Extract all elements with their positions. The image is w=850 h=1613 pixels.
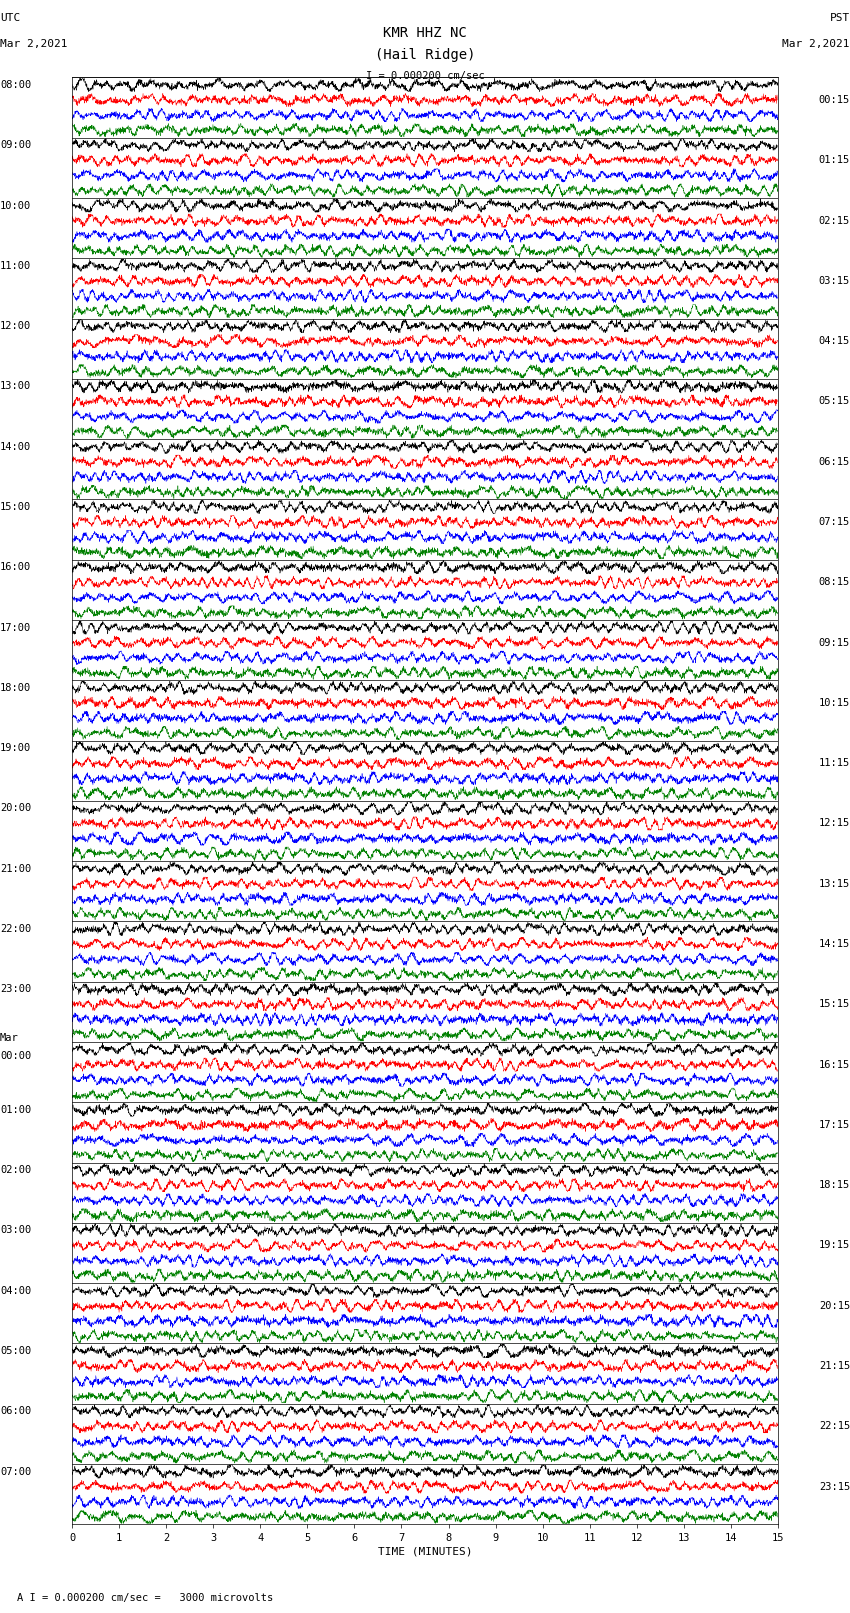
Text: 00:15: 00:15 <box>819 95 850 105</box>
Text: 11:15: 11:15 <box>819 758 850 768</box>
Text: 02:00: 02:00 <box>0 1165 31 1176</box>
Text: 10:00: 10:00 <box>0 200 31 211</box>
Text: 20:00: 20:00 <box>0 803 31 813</box>
Text: 10:15: 10:15 <box>819 698 850 708</box>
Text: 00:00: 00:00 <box>0 1052 31 1061</box>
Text: 06:15: 06:15 <box>819 456 850 466</box>
Text: 16:15: 16:15 <box>819 1060 850 1069</box>
Text: 16:00: 16:00 <box>0 563 31 573</box>
Text: Mar 2,2021: Mar 2,2021 <box>783 39 850 48</box>
Text: 19:15: 19:15 <box>819 1240 850 1250</box>
Text: 09:00: 09:00 <box>0 140 31 150</box>
Text: Mar 2,2021: Mar 2,2021 <box>0 39 67 48</box>
Text: 06:00: 06:00 <box>0 1407 31 1416</box>
Text: 18:15: 18:15 <box>819 1181 850 1190</box>
Text: PST: PST <box>830 13 850 23</box>
Text: 18:00: 18:00 <box>0 682 31 694</box>
X-axis label: TIME (MINUTES): TIME (MINUTES) <box>377 1547 473 1557</box>
Text: 15:00: 15:00 <box>0 502 31 511</box>
Text: 15:15: 15:15 <box>819 1000 850 1010</box>
Text: 07:00: 07:00 <box>0 1466 31 1476</box>
Text: 04:15: 04:15 <box>819 336 850 347</box>
Text: 22:15: 22:15 <box>819 1421 850 1431</box>
Text: 14:15: 14:15 <box>819 939 850 948</box>
Text: 05:00: 05:00 <box>0 1345 31 1357</box>
Text: 17:00: 17:00 <box>0 623 31 632</box>
Text: 11:00: 11:00 <box>0 261 31 271</box>
Text: A I = 0.000200 cm/sec =   3000 microvolts: A I = 0.000200 cm/sec = 3000 microvolts <box>17 1594 273 1603</box>
Text: 17:15: 17:15 <box>819 1119 850 1129</box>
Text: 03:15: 03:15 <box>819 276 850 286</box>
Text: 05:15: 05:15 <box>819 397 850 406</box>
Text: 04:00: 04:00 <box>0 1286 31 1295</box>
Text: KMR HHZ NC: KMR HHZ NC <box>383 26 467 40</box>
Text: 23:15: 23:15 <box>819 1482 850 1492</box>
Text: 09:15: 09:15 <box>819 637 850 647</box>
Text: 21:15: 21:15 <box>819 1361 850 1371</box>
Text: 12:00: 12:00 <box>0 321 31 331</box>
Text: 20:15: 20:15 <box>819 1300 850 1311</box>
Text: 02:15: 02:15 <box>819 216 850 226</box>
Text: 12:15: 12:15 <box>819 818 850 829</box>
Text: 07:15: 07:15 <box>819 518 850 527</box>
Text: UTC: UTC <box>0 13 20 23</box>
Text: 03:00: 03:00 <box>0 1226 31 1236</box>
Text: 01:00: 01:00 <box>0 1105 31 1115</box>
Text: 13:15: 13:15 <box>819 879 850 889</box>
Text: Mar: Mar <box>0 1032 19 1044</box>
Text: 08:15: 08:15 <box>819 577 850 587</box>
Text: 21:00: 21:00 <box>0 863 31 874</box>
Text: (Hail Ridge): (Hail Ridge) <box>375 48 475 63</box>
Text: 14:00: 14:00 <box>0 442 31 452</box>
Text: I = 0.000200 cm/sec: I = 0.000200 cm/sec <box>366 71 484 81</box>
Text: 01:15: 01:15 <box>819 155 850 165</box>
Text: 13:00: 13:00 <box>0 381 31 392</box>
Text: 19:00: 19:00 <box>0 744 31 753</box>
Text: 22:00: 22:00 <box>0 924 31 934</box>
Text: 08:00: 08:00 <box>0 81 31 90</box>
Text: 23:00: 23:00 <box>0 984 31 994</box>
